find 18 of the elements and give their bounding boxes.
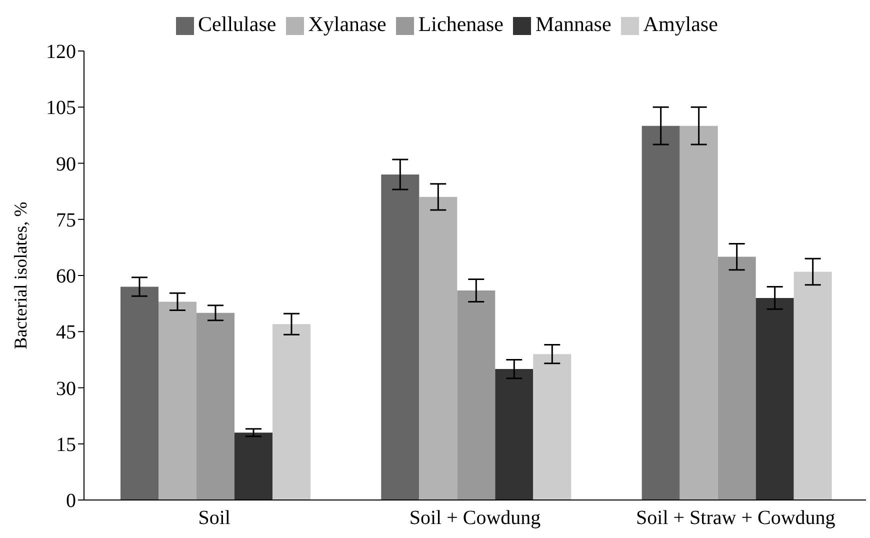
- y-tick-label: 15: [56, 434, 76, 456]
- y-tick-label: 105: [46, 97, 76, 120]
- y-tick-label: 120: [46, 41, 76, 64]
- y-tick-label: 90: [56, 153, 76, 176]
- legend-label: Mannase: [535, 12, 612, 36]
- legend-label: Lichenase: [418, 12, 504, 36]
- y-axis-title: Bacterial isolates, %: [10, 202, 30, 350]
- y-tick-label: 45: [56, 322, 76, 344]
- y-tick-label: 30: [56, 378, 76, 400]
- x-tick-label: Soil + Cowdung: [409, 507, 541, 530]
- legend-label: Xylanase: [308, 12, 386, 36]
- y-tick-label: 60: [56, 266, 76, 288]
- y-tick-label: 0: [66, 490, 76, 512]
- x-tick-label: Soil + Straw + Cowdung: [636, 507, 836, 530]
- y-tick-label: 75: [56, 209, 76, 232]
- x-tick-label: Soil: [198, 507, 231, 530]
- legend-label: Amylase: [643, 12, 718, 36]
- legend-label: Cellulase: [198, 12, 276, 36]
